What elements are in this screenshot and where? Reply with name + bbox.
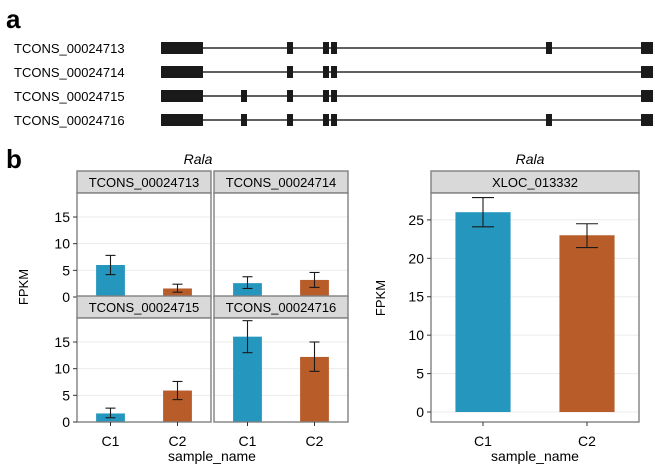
bar-c1 (455, 212, 511, 413)
exon-block (287, 90, 293, 102)
chart-left-title: Rala (184, 151, 213, 167)
chart-right-title: Rala (516, 151, 545, 167)
exon-block (323, 90, 329, 102)
exon-block (331, 42, 337, 54)
chart-right-plot: XLOC_013332 0 5 10 15 20 25 C1 C2 (408, 170, 640, 449)
y-tick-label: 0 (62, 289, 70, 305)
panel-b: b Rala FPKM sample_name TCONS_00024713 0 5… (6, 144, 640, 464)
y-tick-label: 5 (62, 387, 70, 403)
exon-block (641, 42, 653, 54)
exon-block (546, 42, 552, 54)
transcript-label: TCONS_00024713 (14, 41, 125, 56)
y-tick-label: 15 (54, 334, 70, 350)
y-tick-label: 0 (62, 414, 70, 430)
exon-block (546, 114, 552, 126)
x-tick-label: C2 (578, 433, 596, 449)
y-tick-label: 10 (54, 236, 70, 252)
exon-block (287, 114, 293, 126)
exon-block (161, 42, 203, 54)
transcript-label: TCONS_00024714 (14, 65, 125, 80)
y-tick-label: 15 (408, 289, 424, 305)
y-tick-label: 5 (62, 262, 70, 278)
facet-strip-label: TCONS_00024715 (89, 300, 200, 315)
exon-block (287, 66, 293, 78)
exon-block (323, 42, 329, 54)
bar-c2 (559, 235, 615, 413)
y-tick-label: 20 (408, 250, 424, 266)
exon-block (161, 114, 203, 126)
exon-block (241, 90, 247, 102)
facet-strip-label: TCONS_00024716 (226, 300, 337, 315)
facet-strip-label: XLOC_013332 (492, 175, 578, 190)
facet-strip-label: TCONS_00024714 (226, 175, 337, 190)
chart-right-xlabel: sample_name (491, 448, 579, 464)
x-tick-label: C1 (102, 433, 120, 449)
x-tick-label: C2 (169, 433, 187, 449)
exon-block (287, 42, 293, 54)
facet-panel-bg (214, 193, 348, 297)
exon-block (331, 114, 337, 126)
y-tick-label: 15 (54, 209, 70, 225)
transcript-label: TCONS_00024716 (14, 113, 125, 128)
x-tick-label: C1 (239, 433, 257, 449)
facet-strip-label: TCONS_00024713 (89, 175, 200, 190)
exon-block (331, 66, 337, 78)
chart-left-plot: TCONS_00024713 0 5 10 15 TCONS_00024714 TCONS_… (54, 170, 349, 449)
transcript-tracks: TCONS_00024713 TCONS_00024714 TCONS_000247… (14, 41, 653, 128)
chart-right-ylabel: FPKM (373, 280, 388, 316)
x-tick-label: C2 (306, 433, 324, 449)
exon-block (641, 114, 653, 126)
x-tick-label: C1 (474, 433, 492, 449)
panel-a: a TCONS_00024713TCONS_00024714TCONS_0002… (6, 4, 653, 128)
transcript-label: TCONS_00024715 (14, 89, 125, 104)
exon-block (641, 66, 653, 78)
exon-block (241, 114, 247, 126)
bar-c1 (233, 283, 262, 297)
exon-block (323, 66, 329, 78)
chart-left-xlabel: sample_name (168, 448, 256, 464)
chart-left-ylabel: FPKM (16, 269, 31, 305)
exon-block (161, 90, 203, 102)
bar-c2 (300, 279, 329, 297)
facet-panel-border (76, 317, 212, 423)
facet-panel-border (430, 192, 640, 423)
chart-transcripts: Rala FPKM sample_name TCONS_00024713 0 5 10… (16, 151, 349, 464)
exon-block (331, 90, 337, 102)
y-tick-label: 10 (408, 327, 424, 343)
y-tick-label: 10 (54, 361, 70, 377)
panel-b-letter: b (6, 144, 22, 174)
y-tick-label: 25 (408, 212, 424, 228)
exon-block (641, 90, 653, 102)
facet-panel-border (213, 317, 349, 423)
y-tick-label: 5 (416, 366, 424, 382)
y-tick-label: 0 (416, 404, 424, 420)
chart-gene: Rala FPKM sample_name XLOC_013332 0 5 10 15 2… (373, 151, 640, 464)
exon-block (161, 66, 203, 78)
exon-block (323, 114, 329, 126)
panel-a-letter: a (6, 4, 21, 34)
